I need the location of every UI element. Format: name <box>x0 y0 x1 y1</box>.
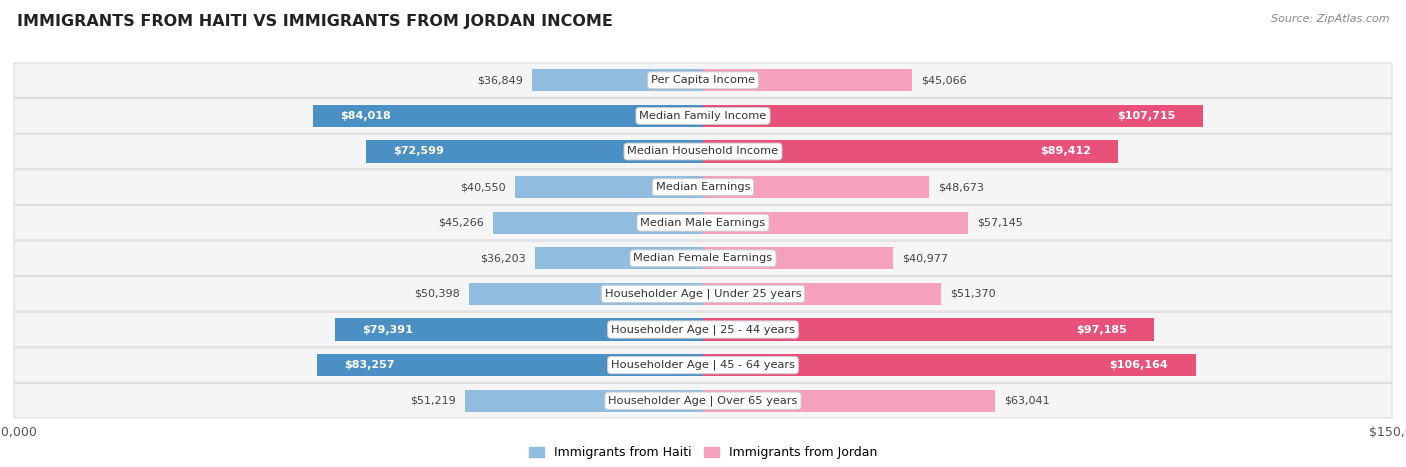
FancyBboxPatch shape <box>14 276 1392 311</box>
Text: Median Earnings: Median Earnings <box>655 182 751 192</box>
Bar <box>314 105 703 127</box>
Bar <box>703 389 995 412</box>
Text: Median Household Income: Median Household Income <box>627 147 779 156</box>
Text: $72,599: $72,599 <box>394 147 444 156</box>
FancyBboxPatch shape <box>14 241 1392 276</box>
Text: $50,398: $50,398 <box>415 289 460 299</box>
Text: $51,370: $51,370 <box>950 289 995 299</box>
FancyBboxPatch shape <box>14 63 1392 98</box>
Bar <box>515 176 703 198</box>
Text: Householder Age | 25 - 44 years: Householder Age | 25 - 44 years <box>612 324 794 335</box>
Bar <box>703 105 1202 127</box>
Text: Median Family Income: Median Family Income <box>640 111 766 121</box>
Text: $40,977: $40,977 <box>903 253 948 263</box>
FancyBboxPatch shape <box>14 134 1392 169</box>
Text: $40,550: $40,550 <box>460 182 506 192</box>
Text: $57,145: $57,145 <box>977 218 1024 228</box>
Text: $79,391: $79,391 <box>361 325 412 334</box>
Text: Householder Age | 45 - 64 years: Householder Age | 45 - 64 years <box>612 360 794 370</box>
Bar <box>366 141 703 163</box>
Text: Source: ZipAtlas.com: Source: ZipAtlas.com <box>1271 14 1389 24</box>
Text: $36,849: $36,849 <box>477 75 523 85</box>
Text: $83,257: $83,257 <box>344 360 394 370</box>
Bar <box>703 283 942 305</box>
FancyBboxPatch shape <box>14 312 1392 347</box>
Bar <box>703 69 912 92</box>
Bar <box>703 176 929 198</box>
FancyBboxPatch shape <box>14 383 1392 418</box>
Text: Householder Age | Over 65 years: Householder Age | Over 65 years <box>609 396 797 406</box>
Bar <box>703 354 1195 376</box>
Text: $48,673: $48,673 <box>938 182 984 192</box>
Text: $45,266: $45,266 <box>439 218 484 228</box>
Text: $84,018: $84,018 <box>340 111 391 121</box>
FancyBboxPatch shape <box>14 170 1392 205</box>
Bar <box>703 318 1154 340</box>
Text: $106,164: $106,164 <box>1109 360 1168 370</box>
Text: IMMIGRANTS FROM HAITI VS IMMIGRANTS FROM JORDAN INCOME: IMMIGRANTS FROM HAITI VS IMMIGRANTS FROM… <box>17 14 613 29</box>
Bar <box>536 247 703 269</box>
Text: $97,185: $97,185 <box>1076 325 1126 334</box>
Bar <box>494 212 703 234</box>
FancyBboxPatch shape <box>14 99 1392 133</box>
Text: $36,203: $36,203 <box>481 253 526 263</box>
Bar <box>531 69 703 92</box>
Bar <box>703 247 893 269</box>
Bar <box>465 389 703 412</box>
Legend: Immigrants from Haiti, Immigrants from Jordan: Immigrants from Haiti, Immigrants from J… <box>524 441 882 464</box>
Bar <box>703 141 1118 163</box>
Bar <box>703 212 969 234</box>
Bar <box>335 318 703 340</box>
Bar <box>316 354 703 376</box>
Text: $107,715: $107,715 <box>1118 111 1175 121</box>
Text: $51,219: $51,219 <box>411 396 457 406</box>
Text: Median Male Earnings: Median Male Earnings <box>641 218 765 228</box>
Text: Householder Age | Under 25 years: Householder Age | Under 25 years <box>605 289 801 299</box>
Text: $63,041: $63,041 <box>1004 396 1050 406</box>
FancyBboxPatch shape <box>14 205 1392 240</box>
Text: Median Female Earnings: Median Female Earnings <box>634 253 772 263</box>
Text: $89,412: $89,412 <box>1039 147 1091 156</box>
Text: Per Capita Income: Per Capita Income <box>651 75 755 85</box>
Bar <box>470 283 703 305</box>
FancyBboxPatch shape <box>14 348 1392 382</box>
Text: $45,066: $45,066 <box>921 75 967 85</box>
